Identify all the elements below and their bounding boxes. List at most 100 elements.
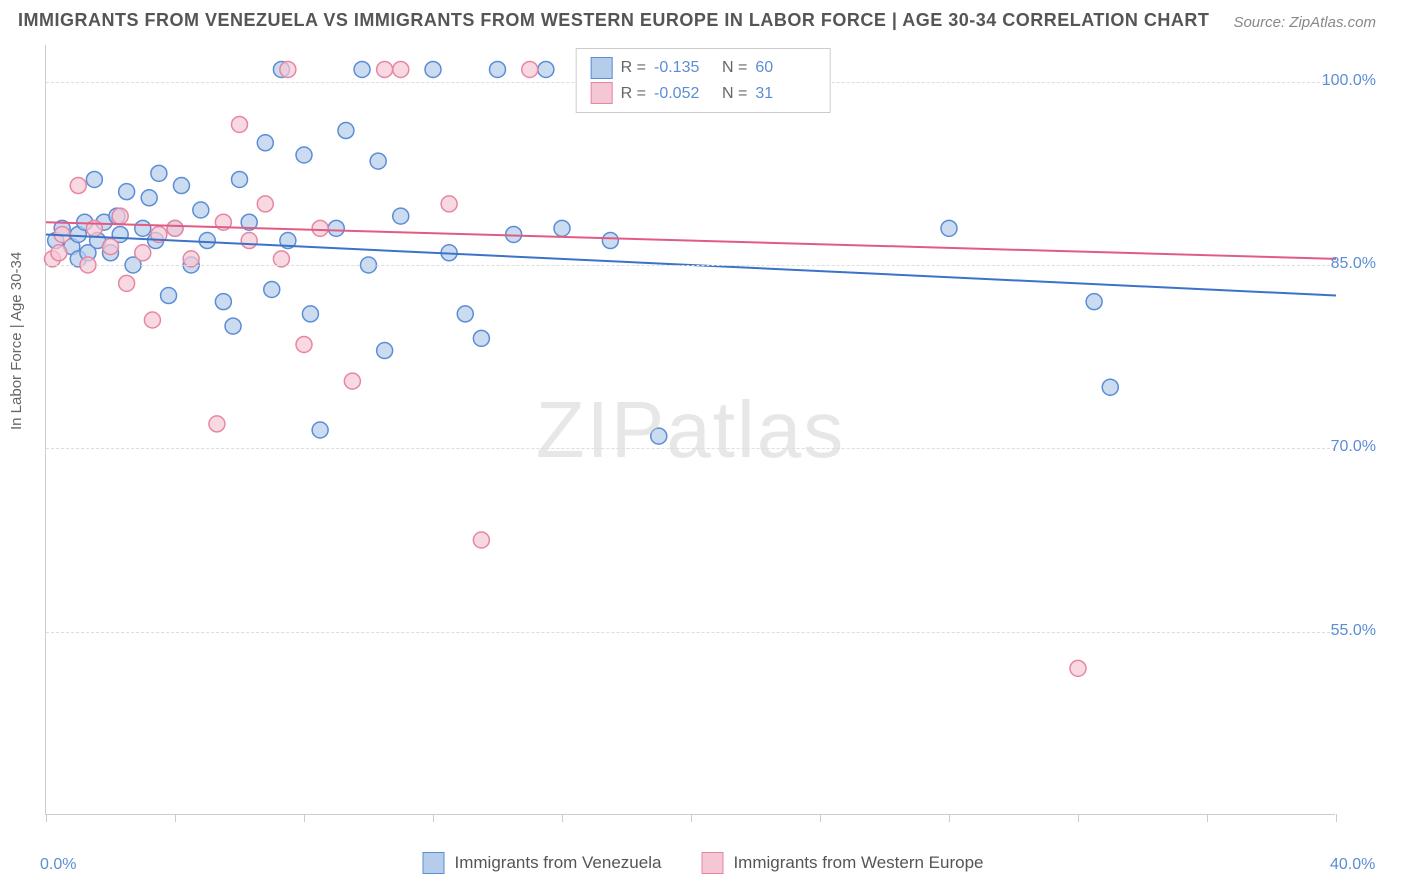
x-tick (46, 814, 47, 822)
data-point (651, 428, 667, 444)
r-label: R = (621, 81, 646, 107)
data-point (296, 336, 312, 352)
legend-swatch (701, 852, 723, 874)
series-legend: Immigrants from Venezuela Immigrants from… (423, 852, 984, 874)
data-point (312, 422, 328, 438)
x-tick (175, 814, 176, 822)
data-point (377, 343, 393, 359)
data-point (328, 220, 344, 236)
data-point (490, 61, 506, 77)
data-point (232, 171, 248, 187)
data-point (1086, 294, 1102, 310)
data-point (338, 123, 354, 139)
n-label: N = (722, 55, 747, 81)
data-point (457, 306, 473, 322)
data-point (302, 306, 318, 322)
data-point (280, 61, 296, 77)
grid-line (46, 632, 1335, 633)
legend-stat-row: R = -0.135 N = 60 (591, 55, 816, 81)
data-point (209, 416, 225, 432)
data-point (112, 208, 128, 224)
data-point (1102, 379, 1118, 395)
x-tick (691, 814, 692, 822)
legend-label: Immigrants from Venezuela (455, 853, 662, 873)
scatter-svg (46, 45, 1335, 814)
data-point (473, 330, 489, 346)
data-point (70, 178, 86, 194)
data-point (103, 239, 119, 255)
data-point (199, 233, 215, 249)
r-label: R = (621, 55, 646, 81)
data-point (538, 61, 554, 77)
data-point (167, 220, 183, 236)
data-point (257, 196, 273, 212)
data-point (215, 294, 231, 310)
x-tick (304, 814, 305, 822)
data-point (51, 245, 67, 261)
x-tick (433, 814, 434, 822)
data-point (602, 233, 618, 249)
y-tick-label: 100.0% (1322, 72, 1376, 90)
data-point (225, 318, 241, 334)
data-point (151, 165, 167, 181)
legend-item: Immigrants from Venezuela (423, 852, 662, 874)
data-point (473, 532, 489, 548)
data-point (232, 116, 248, 132)
data-point (141, 190, 157, 206)
x-tick (820, 814, 821, 822)
n-value: 60 (755, 55, 815, 81)
legend-swatch (423, 852, 445, 874)
legend-item: Immigrants from Western Europe (701, 852, 983, 874)
data-point (354, 61, 370, 77)
r-value: -0.052 (654, 81, 714, 107)
data-point (241, 233, 257, 249)
data-point (173, 178, 189, 194)
y-tick-label: 85.0% (1331, 255, 1376, 273)
data-point (135, 245, 151, 261)
y-tick-label: 55.0% (1331, 622, 1376, 640)
legend-stat-row: R = -0.052 N = 31 (591, 81, 816, 107)
data-point (119, 275, 135, 291)
plot-area: ZIPatlas (45, 45, 1335, 815)
data-point (257, 135, 273, 151)
legend-label: Immigrants from Western Europe (733, 853, 983, 873)
data-point (425, 61, 441, 77)
data-point (441, 196, 457, 212)
legend-swatch (591, 57, 613, 79)
y-tick-label: 70.0% (1331, 438, 1376, 456)
data-point (377, 61, 393, 77)
data-point (393, 208, 409, 224)
source-attribution: Source: ZipAtlas.com (1233, 14, 1376, 31)
data-point (144, 312, 160, 328)
chart-container: IMMIGRANTS FROM VENEZUELA VS IMMIGRANTS … (0, 0, 1406, 892)
data-point (393, 61, 409, 77)
data-point (344, 373, 360, 389)
x-tick (562, 814, 563, 822)
legend-swatch (591, 82, 613, 104)
grid-line (46, 448, 1335, 449)
data-point (522, 61, 538, 77)
data-point (296, 147, 312, 163)
data-point (193, 202, 209, 218)
y-axis-label: In Labor Force | Age 30-34 (8, 252, 25, 430)
data-point (264, 281, 280, 297)
data-point (941, 220, 957, 236)
data-point (370, 153, 386, 169)
data-point (135, 220, 151, 236)
r-value: -0.135 (654, 55, 714, 81)
data-point (161, 288, 177, 304)
data-point (312, 220, 328, 236)
correlation-legend: R = -0.135 N = 60 R = -0.052 N = 31 (576, 48, 831, 113)
x-tick (1336, 814, 1337, 822)
n-value: 31 (755, 81, 815, 107)
x-tick-label: 40.0% (1330, 856, 1375, 874)
x-tick (949, 814, 950, 822)
data-point (119, 184, 135, 200)
x-tick (1078, 814, 1079, 822)
trend-line (46, 222, 1336, 259)
n-label: N = (722, 81, 747, 107)
data-point (554, 220, 570, 236)
x-tick-label: 0.0% (40, 856, 76, 874)
x-tick (1207, 814, 1208, 822)
grid-line (46, 265, 1335, 266)
